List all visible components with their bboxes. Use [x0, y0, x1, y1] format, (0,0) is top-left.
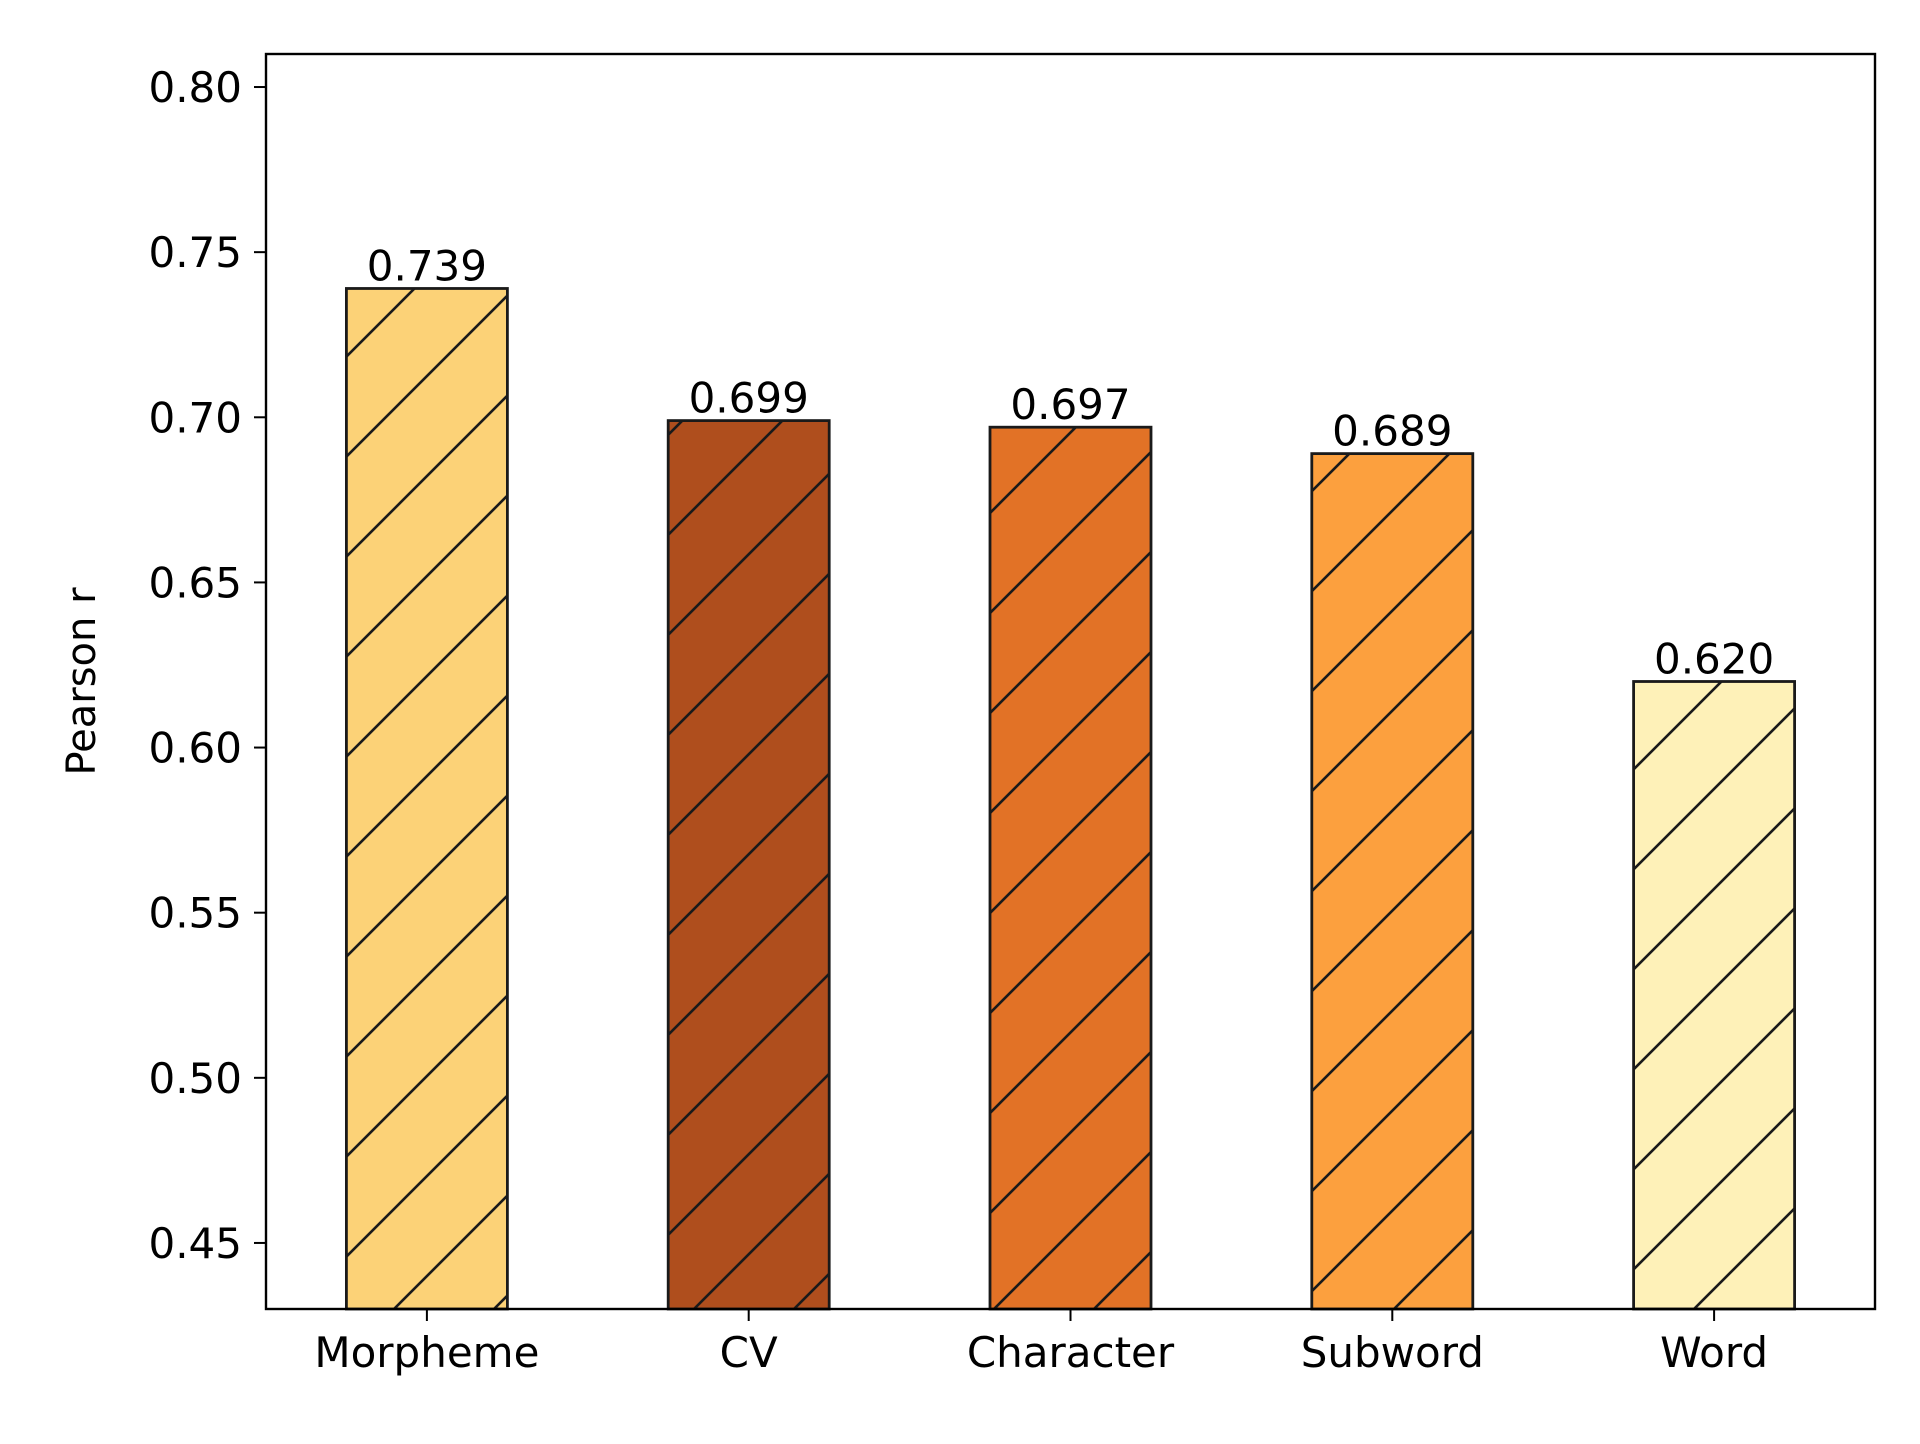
- bar-hatch: [1310, 452, 1475, 1311]
- value-label-word: 0.620: [1654, 635, 1774, 684]
- y-tick-label: 0.80: [148, 63, 242, 112]
- y-tick-label: 0.60: [148, 724, 242, 773]
- bar-hatch: [666, 419, 831, 1311]
- bar-cv: [666, 419, 831, 1311]
- bar-character: [988, 425, 1153, 1311]
- y-tick-label: 0.75: [148, 228, 242, 277]
- x-axis: Morpheme CV Character Subword Word: [314, 1309, 1768, 1377]
- x-tick-label-subword: Subword: [1301, 1328, 1484, 1377]
- y-axis: 0.45 0.50 0.55 0.60 0.65 0.70 0.75 0.80: [148, 63, 266, 1268]
- value-label-cv: 0.699: [689, 374, 809, 423]
- bar-subword: [1310, 452, 1475, 1311]
- y-tick-label: 0.50: [148, 1054, 242, 1103]
- bar-hatch: [344, 287, 509, 1311]
- x-tick-label-morpheme: Morpheme: [314, 1328, 539, 1377]
- bar-word: [1632, 680, 1796, 1311]
- y-tick-label: 0.45: [148, 1219, 242, 1268]
- bar-morpheme: [344, 287, 509, 1311]
- x-tick-label-character: Character: [967, 1328, 1175, 1377]
- y-tick-label: 0.70: [148, 393, 242, 442]
- y-axis-label: Pearson r: [59, 587, 105, 776]
- bars-layer: [344, 287, 1796, 1311]
- value-label-morpheme: 0.739: [367, 241, 487, 290]
- y-tick-label: 0.55: [148, 889, 242, 938]
- x-tick-label-cv: CV: [720, 1328, 778, 1377]
- value-label-subword: 0.689: [1332, 407, 1452, 456]
- value-label-character: 0.697: [1010, 380, 1130, 429]
- x-tick-label-word: Word: [1660, 1328, 1768, 1377]
- bar-hatch: [988, 425, 1153, 1311]
- y-tick-label: 0.65: [148, 558, 242, 607]
- bar-hatch: [1632, 680, 1796, 1311]
- data-labels-layer: 0.739 0.699 0.697 0.689 0.620: [367, 241, 1774, 683]
